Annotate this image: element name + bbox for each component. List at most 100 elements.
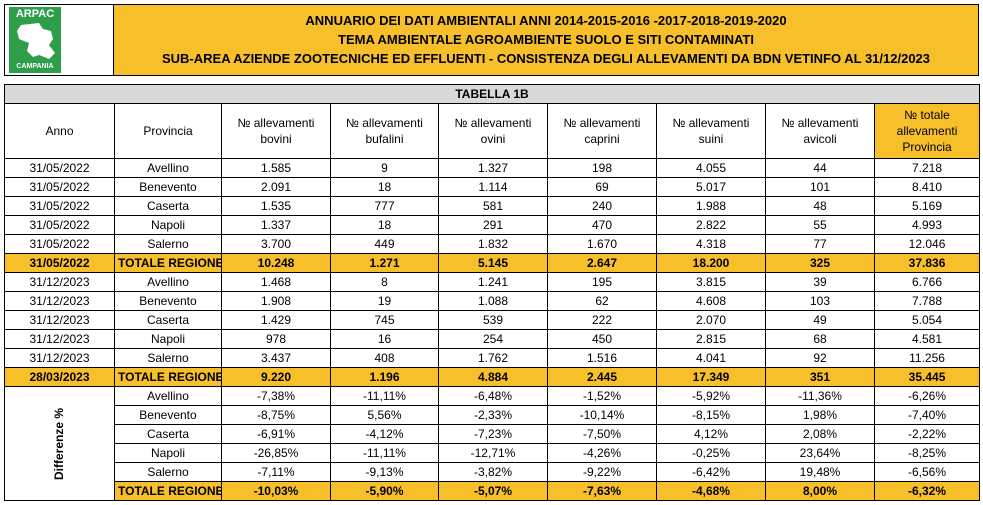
column-header: Provincia	[114, 103, 222, 159]
cell-provincia: TOTALE REGIONE	[114, 367, 222, 387]
cell-value: 92	[765, 348, 875, 368]
cell-value: 539	[438, 310, 548, 330]
cell-value: 1.337	[221, 215, 331, 235]
cell-value: -6,26%	[873, 386, 981, 406]
cell-value: 3.815	[656, 272, 766, 292]
cell-value: -8,75%	[221, 405, 331, 425]
table-row: 31/05/2022 Avellino 1.585 9 1.327 198 4.055 44 7…	[4, 158, 981, 178]
cell-value: 470	[547, 215, 657, 235]
cell-value: -7,50%	[547, 424, 657, 444]
cell-value: 8	[330, 272, 439, 292]
cell-value: -8,25%	[873, 443, 981, 463]
cell-value: 291	[438, 215, 548, 235]
cell-provincia: Avellino	[114, 272, 222, 292]
difference-row: Napoli -26,85% -11,11% -12,71% -4,26% -0,25% 2…	[5, 443, 981, 463]
cell-value: 1.468	[221, 272, 331, 292]
cell-value: 48	[765, 196, 875, 216]
cell-provincia: Napoli	[114, 329, 222, 349]
cell-value: 1.271	[330, 253, 439, 273]
cell-provincia: Caserta	[114, 424, 222, 444]
differences-label-text: Differenze %	[52, 407, 67, 480]
arpac-logo: ARPAC CAMPANIA	[5, 5, 114, 75]
cell-value: -8,15%	[656, 405, 766, 425]
cell-value: -4,12%	[330, 424, 439, 444]
cell-value: -6,48%	[438, 386, 548, 406]
cell-value: -9,13%	[330, 462, 439, 482]
column-header: № allevamenti caprini	[547, 103, 657, 159]
table-row: 31/05/2022 Napoli 1.337 18 291 470 2.822 55 4.99…	[4, 215, 981, 235]
cell-value: 8.410	[873, 177, 981, 197]
cell-value: 222	[547, 310, 657, 330]
cell-value: -11,11%	[330, 443, 439, 463]
cell-value: -2,33%	[438, 405, 548, 425]
cell-anno: 31/05/2022	[4, 215, 115, 235]
cell-provincia: Benevento	[114, 291, 222, 311]
logo-text-top: ARPAC	[9, 7, 61, 21]
table-row: 31/12/2023 Avellino 1.468 8 1.241 195 3.815 39 6…	[4, 272, 981, 292]
table-row: 31/12/2023 Benevento 1.908 19 1.088 62 4.608 10…	[4, 291, 981, 311]
cell-provincia: TOTALE REGIONE	[114, 481, 222, 501]
cell-value: -7,40%	[873, 405, 981, 425]
cell-anno: 31/05/2022	[4, 253, 115, 273]
cell-provincia: Napoli	[114, 215, 222, 235]
column-header: № allevamenti bovini	[221, 103, 331, 159]
cell-value: 44	[765, 158, 875, 178]
cell-value: 2.822	[656, 215, 766, 235]
column-header: № allevamenti avicoli	[765, 103, 875, 159]
table-row: 31/12/2023 Caserta 1.429 745 539 222 2.070 49 5.…	[4, 310, 981, 330]
cell-provincia: Avellino	[114, 386, 222, 406]
cell-value: 1.670	[547, 234, 657, 254]
cell-value: 101	[765, 177, 875, 197]
cell-value: 4.581	[873, 329, 981, 349]
cell-value: 325	[765, 253, 875, 273]
cell-value: -7,63%	[547, 481, 657, 501]
cell-value: 2.815	[656, 329, 766, 349]
cell-value: 1.908	[221, 291, 331, 311]
cell-value: 240	[547, 196, 657, 216]
cell-value: 408	[330, 348, 439, 368]
cell-anno: 31/05/2022	[4, 196, 115, 216]
cell-value: 5.054	[873, 310, 981, 330]
cell-value: 4,12%	[656, 424, 766, 444]
difference-total-row: TOTALE REGIONE -10,03% -5,90% -5,07% -7,63% -…	[5, 481, 981, 501]
cell-value: -7,23%	[438, 424, 548, 444]
cell-provincia: Caserta	[114, 196, 222, 216]
cell-value: 1.832	[438, 234, 548, 254]
cell-anno: 31/05/2022	[4, 177, 115, 197]
column-header: № totale allevamenti Provincia	[873, 103, 981, 159]
cell-anno: 31/12/2023	[4, 348, 115, 368]
cell-provincia: Caserta	[114, 310, 222, 330]
cell-value: 9	[330, 158, 439, 178]
cell-value: 5.017	[656, 177, 766, 197]
difference-row: Differenze % Avellino -7,38% -11,11% -6,48% -…	[4, 386, 981, 501]
cell-value: -11,36%	[765, 386, 875, 406]
table-title: TABELLA 1B	[3, 84, 981, 104]
cell-value: -26,85%	[221, 443, 331, 463]
cell-value: 745	[330, 310, 439, 330]
cell-anno: 31/12/2023	[4, 329, 115, 349]
cell-value: 198	[547, 158, 657, 178]
cell-anno: 31/05/2022	[4, 158, 115, 178]
cell-value: -5,90%	[330, 481, 439, 501]
cell-anno: 31/12/2023	[4, 291, 115, 311]
table-row: 31/12/2023 Salerno 3.437 408 1.762 1.516 4.041…	[4, 348, 981, 368]
cell-value: 449	[330, 234, 439, 254]
cell-value: 4.055	[656, 158, 766, 178]
cell-value: -3,82%	[438, 462, 548, 482]
cell-provincia: Avellino	[114, 158, 222, 178]
cell-value: -6,56%	[873, 462, 981, 482]
cell-value: 581	[438, 196, 548, 216]
cell-value: 8,00%	[765, 481, 875, 501]
cell-value: -5,92%	[656, 386, 766, 406]
cell-value: 18.200	[656, 253, 766, 273]
table-title-row: TABELLA 1B	[3, 84, 981, 104]
cell-value: -4,68%	[656, 481, 766, 501]
cell-value: 1.535	[221, 196, 331, 216]
cell-value: 35.445	[873, 367, 981, 387]
cell-value: 62	[547, 291, 657, 311]
difference-row: Salerno -7,11% -9,13% -3,82% -9,22% -6,42% 19,…	[5, 462, 981, 482]
cell-value: -7,11%	[221, 462, 331, 482]
cell-anno: 31/05/2022	[4, 234, 115, 254]
cell-anno: 28/03/2023	[4, 367, 115, 387]
cell-provincia: Salerno	[114, 462, 222, 482]
